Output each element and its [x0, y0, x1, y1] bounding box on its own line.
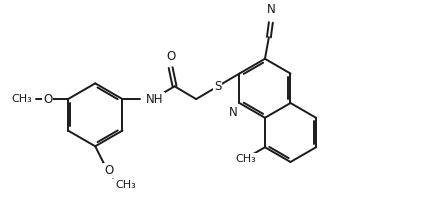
Text: O: O	[104, 164, 113, 177]
Text: N: N	[266, 3, 275, 16]
Text: CH₃: CH₃	[115, 180, 136, 190]
Text: CH₃: CH₃	[11, 94, 32, 104]
Text: CH₃: CH₃	[235, 154, 256, 164]
Text: O: O	[166, 50, 175, 63]
Text: NH: NH	[146, 93, 164, 106]
Text: N: N	[229, 106, 237, 119]
Text: S: S	[214, 80, 222, 93]
Text: O: O	[43, 93, 52, 106]
